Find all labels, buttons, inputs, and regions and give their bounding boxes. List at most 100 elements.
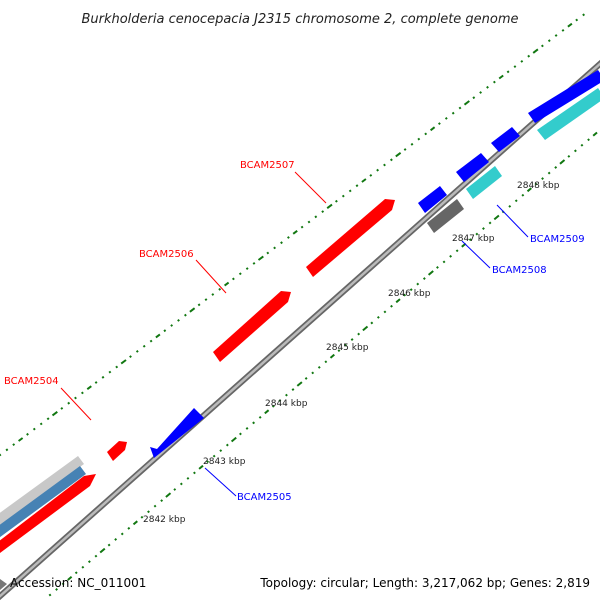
gene-bcam2506[interactable] [213, 291, 291, 362]
gc-tick [26, 432, 29, 436]
gene-label-bcam2509[interactable]: BCAM2509 [530, 234, 585, 245]
feature-grey-pseudo[interactable] [427, 199, 464, 233]
gene-label-bcam2504[interactable]: BCAM2504 [4, 376, 59, 387]
gc-tick [51, 410, 58, 417]
gc-tick [224, 281, 230, 287]
gc-tick [271, 404, 275, 408]
gc-tick [521, 193, 525, 197]
gc-tick [580, 143, 584, 147]
gc-tick [395, 298, 401, 304]
gc-tick [149, 339, 153, 343]
gc-tick [438, 122, 441, 125]
reverse-genes [150, 70, 600, 458]
gene-label-bcam2506[interactable]: BCAM2506 [139, 249, 194, 260]
gc-tick [55, 588, 58, 591]
gc-content-band-inner [48, 131, 598, 597]
gc-tick [292, 230, 298, 235]
gc-tick [329, 353, 335, 359]
gc-tick [230, 436, 237, 443]
gc-tick [218, 287, 222, 291]
gc-tick [99, 547, 106, 554]
gc-tick [547, 39, 551, 43]
feature-cyan-topright[interactable] [537, 88, 600, 140]
gene-blue-topright[interactable] [528, 70, 600, 123]
gene-label-bcam2507[interactable]: BCAM2507 [240, 160, 295, 171]
gc-tick [348, 189, 352, 193]
gc-tick [135, 349, 139, 353]
gc-tick [48, 593, 52, 597]
gc-tick [444, 117, 448, 120]
gene-label-bcam2508[interactable]: BCAM2508 [492, 265, 547, 276]
gc-tick [468, 238, 472, 242]
gc-tick [257, 255, 264, 261]
gc-tick [403, 293, 407, 297]
gc-tick [436, 266, 439, 269]
gene-bcam2507[interactable] [306, 199, 395, 277]
gene-bcam2508b[interactable] [456, 153, 489, 182]
gc-tick [527, 54, 531, 58]
gc-tick [451, 111, 455, 115]
gc-content-band-outer [0, 13, 586, 457]
gc-tick [120, 359, 127, 365]
gc-tick [197, 303, 201, 307]
gc-tick [587, 138, 590, 142]
gc-tick [179, 482, 183, 486]
gc-tick [493, 80, 496, 84]
gc-tick [74, 571, 78, 575]
gc-tick [132, 520, 138, 526]
feature-bcam2509[interactable] [466, 166, 502, 199]
gc-tick [153, 504, 157, 508]
gc-tick [204, 298, 208, 302]
gc-tick [455, 249, 459, 253]
summary-text: Topology: circular; Length: 3,217,062 bp… [259, 576, 590, 590]
gc-tick [554, 34, 558, 37]
gc-tick [74, 396, 77, 400]
gc-tick [493, 214, 500, 221]
gc-tick [304, 377, 308, 380]
gene-bcam2505[interactable] [150, 408, 204, 458]
gc-tick [559, 159, 566, 165]
gene-label-bcam2505[interactable]: BCAM2505 [237, 492, 292, 503]
feature-blue-track [0, 466, 86, 538]
gc-tick [541, 177, 544, 180]
gc-tick [422, 277, 426, 280]
chevron-left-icon [0, 579, 7, 590]
gc-tick [317, 365, 321, 369]
gc-tick [475, 232, 479, 236]
feature-red-track [0, 474, 96, 554]
gc-tick [357, 332, 361, 336]
map-title: Burkholderia cenocepacia J2315 chromosom… [81, 12, 518, 27]
gc-tick [170, 324, 174, 327]
forward-genes [107, 199, 395, 461]
gene-bcam2508[interactable] [418, 186, 447, 213]
gc-tick [472, 96, 476, 100]
gc-tick [390, 158, 393, 162]
gc-tick [129, 355, 132, 359]
gc-tick [61, 582, 65, 586]
gc-tick [554, 166, 558, 169]
gene-bcam2504[interactable] [107, 441, 127, 461]
gc-tick [350, 338, 354, 341]
scale-tick-labels: 2842 kbp 2843 kbp 2844 kbp 2845 kbp 2846… [143, 181, 560, 525]
gc-tick [416, 282, 420, 286]
gc-tick [532, 48, 539, 54]
gc-tick [409, 288, 413, 292]
gc-tick [395, 152, 402, 158]
gc-tick [361, 178, 367, 183]
gc-tick [127, 526, 131, 530]
gc-tick [486, 85, 489, 89]
gene-small-blue[interactable] [491, 127, 520, 152]
gc-tick [547, 171, 551, 175]
gc-tick [273, 246, 276, 250]
gc-tick [173, 488, 177, 491]
gc-tick [184, 313, 187, 317]
accession-text: Accession: NC_011001 [10, 576, 146, 590]
gc-tick [287, 236, 290, 239]
tick-2847: 2847 kbp [452, 234, 495, 244]
gc-tick [140, 515, 144, 519]
gc-tick [107, 543, 111, 547]
gc-tick [252, 261, 256, 265]
gc-tick [186, 477, 190, 480]
gc-tick [573, 149, 577, 153]
gc-tick [417, 137, 421, 141]
